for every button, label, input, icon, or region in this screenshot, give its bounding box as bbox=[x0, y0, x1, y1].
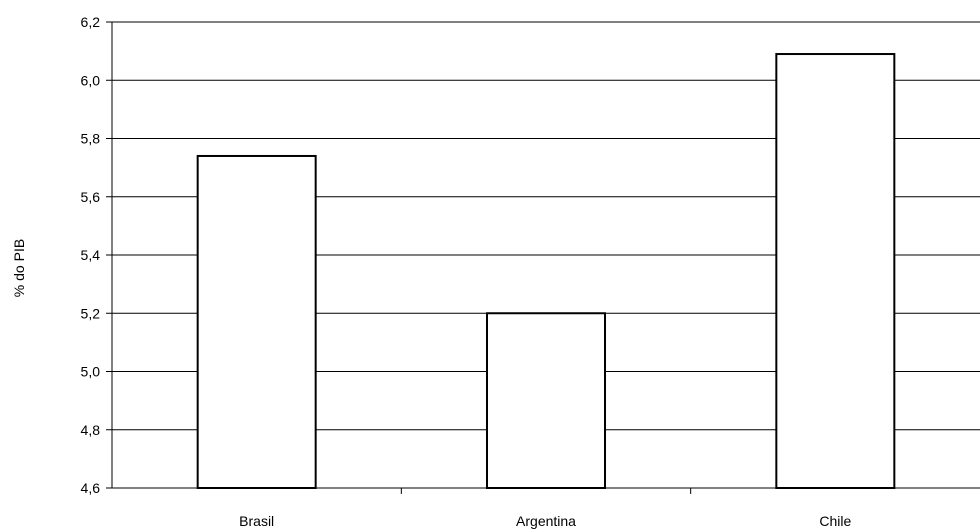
y-axis-ticks: 4,6 4,8 5,0 5,2 5,4 5,6 5,8 6,0 6,2 bbox=[81, 14, 112, 496]
y-tick-label: 5,4 bbox=[81, 247, 101, 263]
y-tick-label: 6,0 bbox=[81, 72, 101, 88]
bar-brasil bbox=[196, 154, 317, 489]
y-axis-label: % do PIB bbox=[11, 239, 27, 297]
y-tick-label: 4,6 bbox=[81, 480, 101, 496]
axes bbox=[111, 22, 980, 489]
y-tick-label: 5,8 bbox=[81, 131, 101, 147]
y-tick-label: 4,8 bbox=[81, 422, 101, 438]
y-tick-label: 5,0 bbox=[81, 364, 101, 380]
x-tick-label: Chile bbox=[819, 513, 851, 529]
x-tick-label: Brasil bbox=[239, 513, 274, 529]
bar-argentina bbox=[486, 312, 606, 489]
x-tick-label: Argentina bbox=[516, 513, 576, 529]
y-tick-label: 5,6 bbox=[81, 189, 101, 205]
y-tick-label: 6,2 bbox=[81, 14, 101, 30]
bars bbox=[196, 53, 896, 489]
x-axis-ticks: Brasil Argentina Chile bbox=[239, 488, 851, 529]
bar-chile bbox=[775, 53, 896, 489]
y-tick-label: 5,2 bbox=[81, 305, 101, 321]
